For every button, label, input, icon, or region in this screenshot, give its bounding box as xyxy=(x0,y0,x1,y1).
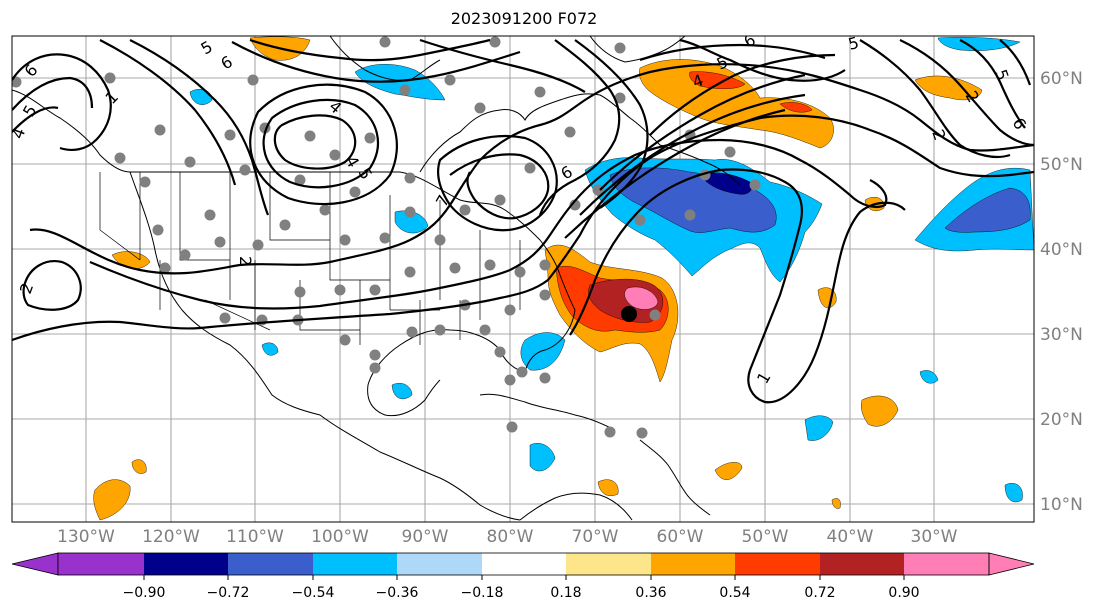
colorbar-tick-label: 0.36 xyxy=(635,585,666,601)
lat-tick-label: 40°N xyxy=(1040,240,1083,260)
colorbar-tick-label: −0.54 xyxy=(292,585,335,601)
station-markers xyxy=(12,36,761,439)
colorbar-bin xyxy=(58,553,144,575)
colorbar-tick-label: −0.18 xyxy=(461,585,504,601)
lon-tick-label: 30°W xyxy=(911,527,958,547)
colorbar-bin xyxy=(735,553,820,575)
colorbar-bin xyxy=(904,553,989,575)
map-panel xyxy=(12,36,1034,522)
colorbar-bin xyxy=(144,553,228,575)
contour-lines xyxy=(12,38,1034,404)
lon-tick-label: 50°W xyxy=(742,527,789,547)
state-borders xyxy=(99,172,521,345)
colorbar-bin xyxy=(228,553,313,575)
colorbar-tick-label: −0.72 xyxy=(207,585,250,601)
map-title: 2023091200 F072 xyxy=(450,9,598,28)
lon-tick-label: 90°W xyxy=(402,527,449,547)
lon-tick-label: 40°W xyxy=(827,527,874,547)
lat-tick-label: 50°N xyxy=(1040,155,1083,175)
colorbar-bin xyxy=(397,553,482,575)
colorbar-tick-label: 0.18 xyxy=(550,585,581,601)
colorbar-bin xyxy=(820,553,904,575)
lat-tick-label: 60°N xyxy=(1040,69,1083,89)
colorbar-bin xyxy=(482,553,566,575)
colorbar-bin xyxy=(313,553,397,575)
storm-center-marker xyxy=(621,306,637,322)
lat-tick-label: 20°N xyxy=(1040,410,1083,430)
contour-label: 5 xyxy=(846,33,861,54)
colorbar: −0.90 −0.72 −0.54 −0.36 −0.18 0.18 0.36 … xyxy=(11,552,1035,601)
lat-tick-label: 10°N xyxy=(1040,495,1083,515)
colorbar-min-extend xyxy=(11,552,59,576)
colorbar-tick-label: −0.36 xyxy=(376,585,419,601)
colorbar-max-extend xyxy=(988,552,1035,576)
colorbar-tick-label: 0.72 xyxy=(804,585,835,601)
contour-label: 2 xyxy=(236,256,255,266)
lon-tick-label: 130°W xyxy=(57,527,115,547)
lon-tick-label: 70°W xyxy=(572,527,619,547)
colorbar-tick-label: 0.90 xyxy=(888,585,919,601)
latitude-axis: 60°N 50°N 40°N 30°N 20°N 10°N xyxy=(1040,69,1083,515)
colorbar-bin xyxy=(651,553,735,575)
map-frame xyxy=(11,35,1035,523)
colorbar-bin xyxy=(566,553,651,575)
lon-tick-label: 100°W xyxy=(311,527,369,547)
colorbar-tick-label: −0.90 xyxy=(123,585,166,601)
lat-tick-label: 30°N xyxy=(1040,325,1083,345)
longitude-axis: 130°W 120°W 110°W 100°W 90°W 80°W 70°W 6… xyxy=(57,527,958,547)
anomaly-shading xyxy=(93,36,1034,521)
colorbar-tick-label: 0.54 xyxy=(719,585,750,601)
lon-tick-label: 110°W xyxy=(226,527,284,547)
lon-tick-label: 120°W xyxy=(142,527,200,547)
lon-tick-label: 80°W xyxy=(487,527,534,547)
lon-tick-label: 60°W xyxy=(657,527,704,547)
